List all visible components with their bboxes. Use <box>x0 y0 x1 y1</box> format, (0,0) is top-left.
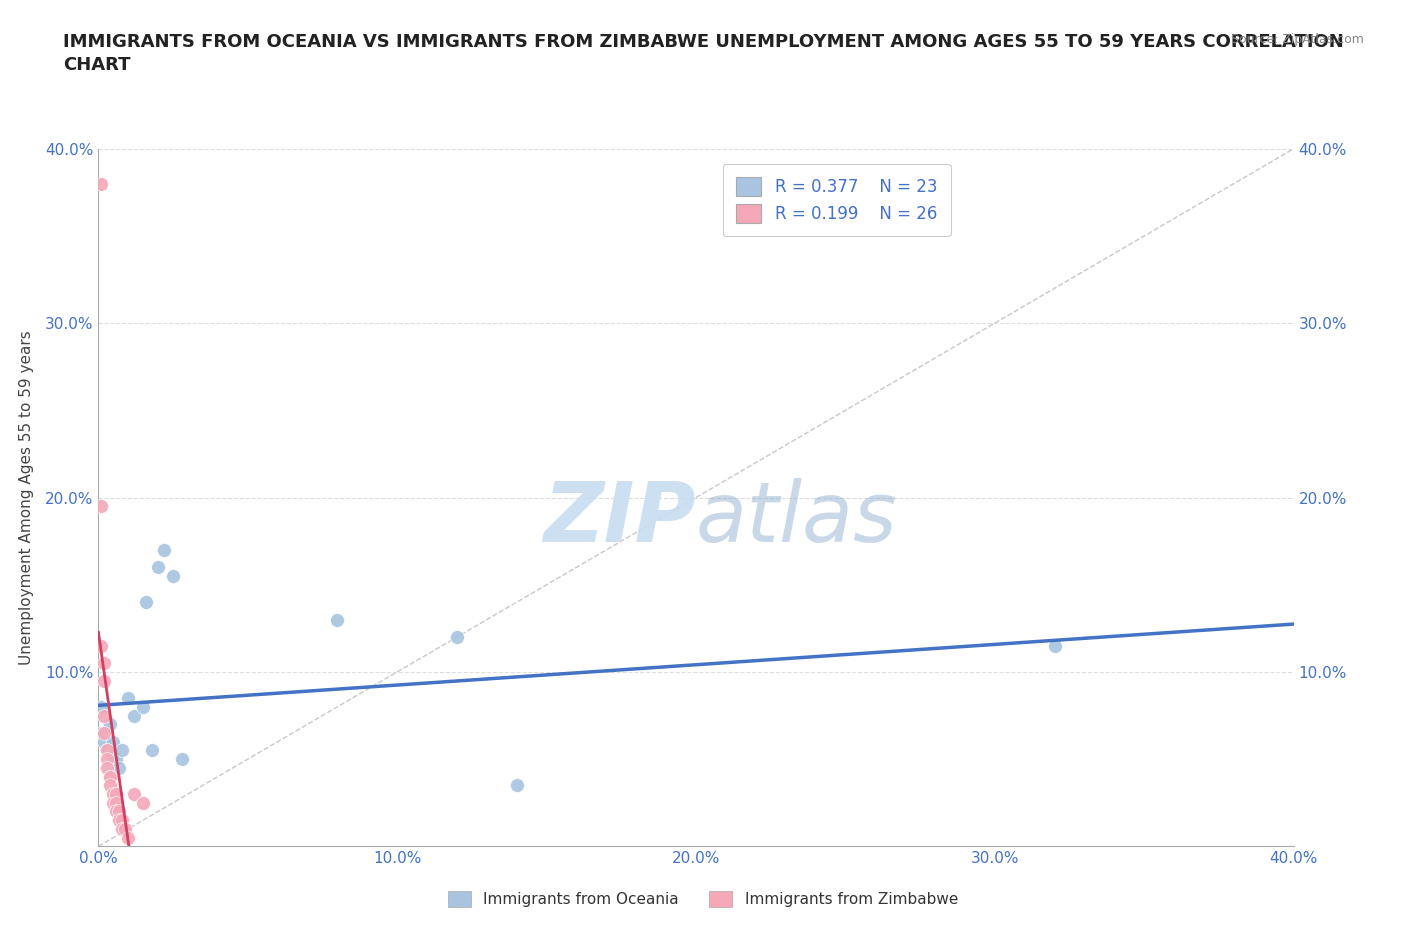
Text: Source: ZipAtlas.com: Source: ZipAtlas.com <box>1230 33 1364 46</box>
Point <box>93 735 115 750</box>
Point <box>100 769 122 784</box>
Point <box>135 595 157 610</box>
Point <box>105 804 128 819</box>
Point <box>141 743 163 758</box>
Point <box>96 743 118 758</box>
Point <box>100 769 122 784</box>
Point <box>148 560 170 575</box>
Point <box>111 743 134 758</box>
Point <box>153 542 176 557</box>
Text: IMMIGRANTS FROM OCEANIA VS IMMIGRANTS FROM ZIMBABWE UNEMPLOYMENT AMONG AGES 55 T: IMMIGRANTS FROM OCEANIA VS IMMIGRANTS FR… <box>63 33 1344 74</box>
Legend: R = 0.377    N = 23, R = 0.199    N = 26: R = 0.377 N = 23, R = 0.199 N = 26 <box>723 164 950 236</box>
Point <box>90 725 112 740</box>
Point <box>105 787 128 802</box>
Text: ZIP: ZIP <box>543 478 696 559</box>
Point <box>90 177 112 192</box>
Point <box>103 795 125 810</box>
Point <box>90 638 112 653</box>
Y-axis label: Unemployment Among Ages 55 to 59 years: Unemployment Among Ages 55 to 59 years <box>18 330 34 665</box>
Point <box>117 691 139 706</box>
Point <box>172 751 194 766</box>
Point <box>114 821 136 836</box>
Point <box>103 751 125 766</box>
Point <box>90 699 112 714</box>
Point <box>326 612 349 627</box>
Point <box>105 795 128 810</box>
Point <box>108 813 131 828</box>
Point <box>117 830 139 845</box>
Point <box>132 795 155 810</box>
Point <box>105 751 128 766</box>
Point <box>124 708 146 723</box>
Point <box>103 787 125 802</box>
Point <box>90 498 112 513</box>
Point <box>111 821 134 836</box>
Point <box>162 568 184 583</box>
Point <box>100 777 122 792</box>
Point <box>446 630 468 644</box>
Point <box>93 708 115 723</box>
Point <box>111 813 134 828</box>
Point <box>1043 638 1066 653</box>
Legend: Immigrants from Oceania, Immigrants from Zimbabwe: Immigrants from Oceania, Immigrants from… <box>441 884 965 913</box>
Point <box>506 777 529 792</box>
Point <box>132 699 155 714</box>
Point <box>108 804 131 819</box>
Point <box>93 725 115 740</box>
Text: atlas: atlas <box>696 478 897 559</box>
Point <box>93 673 115 688</box>
Point <box>93 656 115 671</box>
Point <box>96 761 118 776</box>
Point <box>108 761 131 776</box>
Point <box>103 735 125 750</box>
Point <box>124 787 146 802</box>
Point <box>96 751 118 766</box>
Point <box>100 717 122 732</box>
Point <box>96 743 118 758</box>
